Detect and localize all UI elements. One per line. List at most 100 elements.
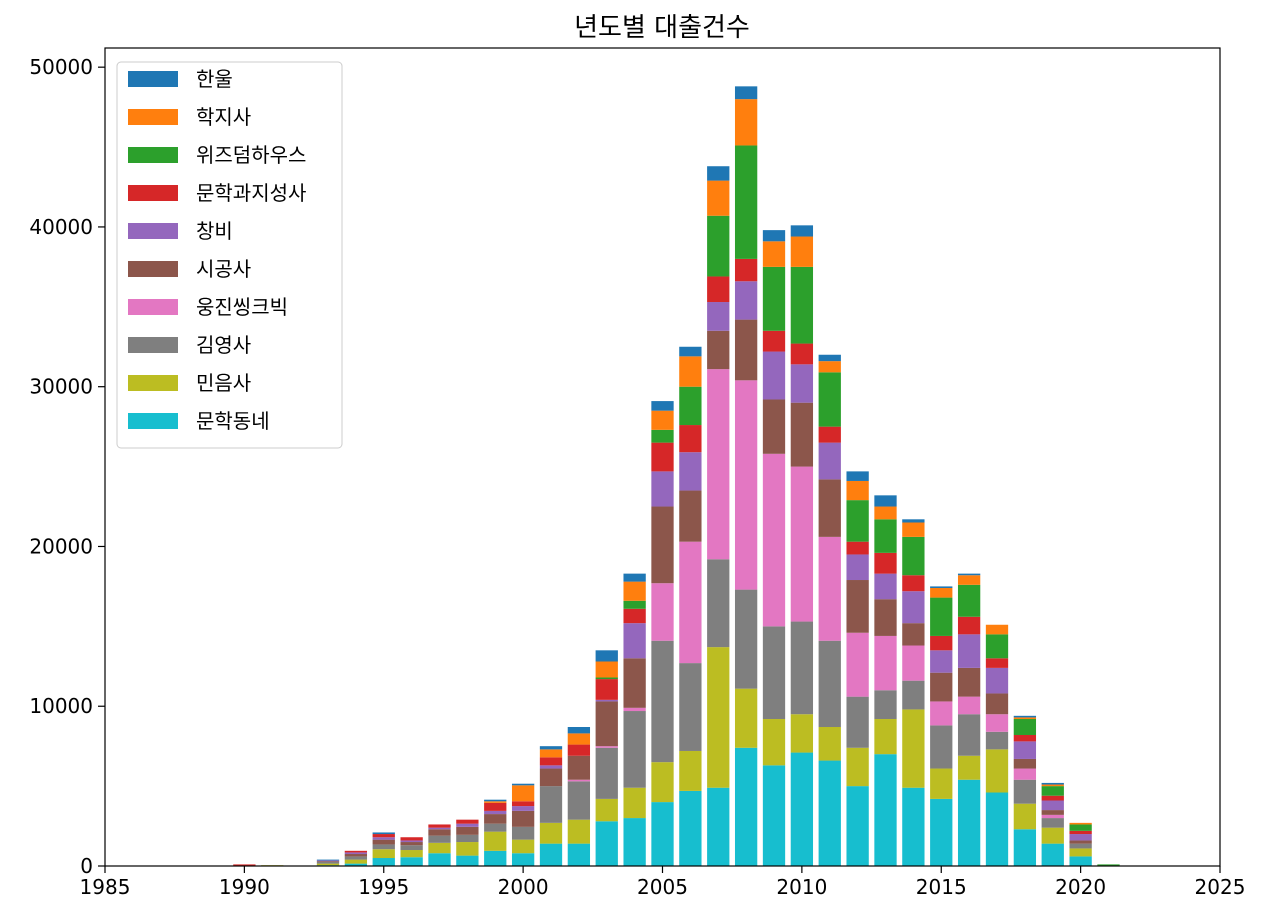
x-tick-label: 2015 (916, 875, 967, 899)
bar-2002-학지사 (567, 733, 591, 745)
bar-2013-문학동네 (874, 754, 897, 866)
legend-label: 김영사 (196, 333, 251, 357)
bar-2005-시공사 (651, 506, 674, 584)
legend-label: 한울 (196, 67, 233, 91)
bar-2010-시공사 (790, 402, 814, 467)
bar-2016-웅진씽크빅 (957, 696, 981, 715)
bar-2007-문학과지성사 (707, 276, 730, 303)
bar-2002-한울 (567, 727, 591, 734)
bar-2014-한울 (902, 519, 925, 523)
bar-2002-문학동네 (567, 843, 591, 866)
bar-2009-김영사 (762, 626, 786, 720)
bar-2001-문학과지성사 (539, 757, 563, 766)
bar-2005-한울 (651, 401, 674, 411)
bar-2003-민음사 (595, 798, 618, 822)
bar-2000-문학동네 (511, 853, 535, 866)
bar-2017-문학과지성사 (985, 658, 1009, 668)
bar-2016-민음사 (957, 755, 981, 780)
bar-2000-김영사 (511, 826, 535, 840)
x-tick-label: 2000 (498, 875, 549, 899)
bar-2018-학지사 (1013, 717, 1037, 720)
bar-2014-민음사 (902, 709, 925, 788)
bar-2015-문학동네 (930, 798, 953, 866)
bar-1999-문학과지성사 (484, 802, 507, 811)
bar-1995-민음사 (372, 849, 395, 859)
bar-1990-문학과지성사 (233, 864, 256, 866)
bar-2016-김영사 (957, 714, 981, 756)
bar-2005-창비 (651, 471, 674, 507)
bar-1998-문학과지성사 (456, 819, 479, 824)
bar-2003-문학과지성사 (595, 679, 618, 700)
bar-2016-문학과지성사 (957, 616, 981, 635)
bar-1993-김영사 (316, 862, 340, 864)
bar-2006-한울 (679, 346, 702, 357)
bar-2017-김영사 (985, 731, 1009, 750)
bar-2013-민음사 (874, 719, 897, 755)
legend-label: 민음사 (196, 371, 251, 395)
bar-2003-위즈덤하우스 (595, 677, 618, 680)
bar-2015-창비 (930, 650, 953, 673)
bar-2015-한울 (930, 586, 953, 589)
bar-2011-문학동네 (818, 760, 841, 866)
bar-2015-민음사 (930, 768, 953, 799)
bar-1999-한울 (484, 799, 507, 802)
bar-2010-웅진씽크빅 (790, 466, 814, 622)
y-axis: 0 10000 20000 30000 40000 50000 (29, 55, 105, 878)
bar-2018-시공사 (1013, 758, 1037, 769)
bar-2020-시공사 (1069, 840, 1092, 844)
bar-2014-시공사 (902, 623, 925, 646)
bar-2002-웅진씽크빅 (567, 779, 591, 782)
bar-1999-문학동네 (484, 850, 507, 866)
bar-2020-창비 (1069, 834, 1092, 841)
bar-1999-창비 (484, 810, 507, 815)
bar-2015-문학과지성사 (930, 635, 953, 651)
bar-2008-학지사 (734, 99, 758, 146)
bar-2013-문학과지성사 (874, 552, 897, 574)
bar-2018-문학동네 (1013, 829, 1037, 866)
bar-2011-학지사 (818, 361, 841, 373)
bar-2019-창비 (1041, 800, 1064, 811)
bar-1996-창비 (400, 840, 423, 843)
bar-2011-민음사 (818, 727, 841, 761)
bar-1997-민음사 (428, 842, 451, 854)
bar-2009-웅진씽크빅 (762, 453, 786, 627)
legend-swatch (128, 261, 178, 277)
bar-2007-웅진씽크빅 (707, 369, 730, 560)
bar-2003-시공사 (595, 701, 618, 747)
bar-2012-문학과지성사 (846, 541, 869, 555)
bar-2009-시공사 (762, 399, 786, 454)
bar-2011-김영사 (818, 640, 841, 728)
bar-2019-문학과지성사 (1041, 795, 1064, 801)
bar-2011-위즈덤하우스 (818, 372, 841, 427)
bar-2013-김영사 (874, 690, 897, 720)
bar-1999-시공사 (484, 814, 507, 824)
bar-2019-김영사 (1041, 818, 1064, 828)
y-tick-label: 30000 (29, 375, 93, 399)
bar-2011-시공사 (818, 479, 841, 537)
bar-2014-문학과지성사 (902, 575, 925, 592)
y-tick-label: 20000 (29, 534, 93, 558)
bar-2008-김영사 (734, 589, 758, 689)
legend-swatch (128, 147, 178, 163)
bar-2011-창비 (818, 442, 841, 480)
bar-1999-김영사 (484, 823, 507, 832)
bar-2001-민음사 (539, 822, 563, 844)
bar-2003-한울 (595, 650, 618, 662)
bar-2010-창비 (790, 364, 814, 403)
bar-2013-웅진씽크빅 (874, 635, 897, 691)
legend-swatch (128, 375, 178, 391)
bar-2018-한울 (1013, 715, 1037, 718)
legend-label: 문학동네 (196, 409, 270, 433)
bar-2005-문학동네 (651, 802, 674, 866)
bar-2006-문학과지성사 (679, 425, 702, 453)
bar-2009-학지사 (762, 241, 786, 267)
bars-layer (233, 86, 1120, 866)
bar-2004-김영사 (623, 711, 646, 788)
bar-2018-웅진씽크빅 (1013, 768, 1037, 780)
bar-2003-김영사 (595, 747, 618, 799)
bar-2018-위즈덤하우스 (1013, 719, 1037, 735)
bar-1998-김영사 (456, 834, 479, 843)
y-tick-label: 10000 (29, 694, 93, 718)
y-tick-label: 0 (80, 854, 93, 878)
bar-2010-김영사 (790, 621, 814, 715)
